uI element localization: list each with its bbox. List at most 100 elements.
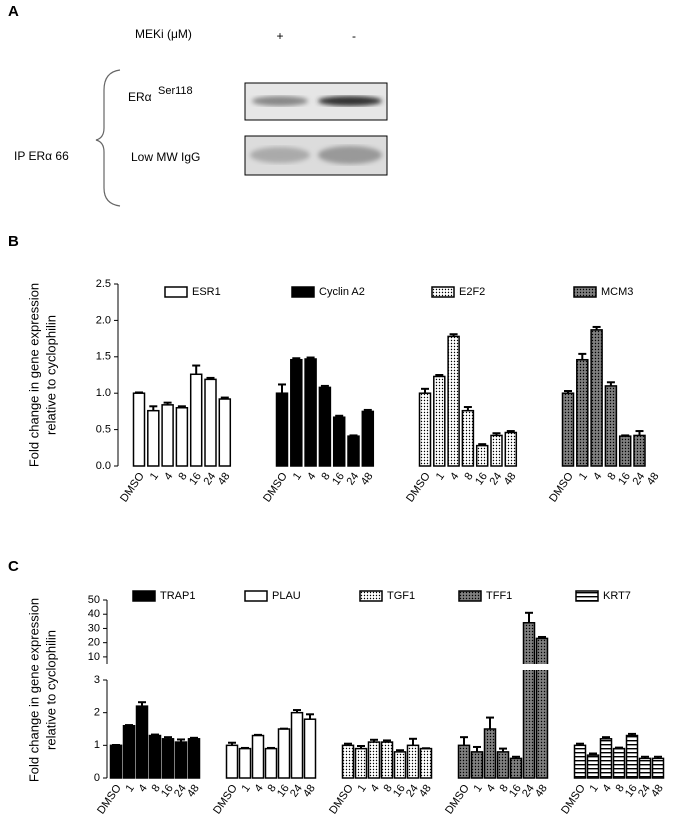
legend-swatch — [291, 286, 315, 298]
x-tick-label: 4 — [305, 471, 318, 483]
x-tick-label: DMSO — [547, 470, 576, 504]
bar — [612, 747, 626, 779]
x-tick-label: 48 — [502, 471, 519, 488]
bar — [380, 741, 394, 779]
blot — [244, 82, 388, 121]
x-tick-label: DMSO — [404, 470, 433, 504]
bar — [433, 375, 446, 467]
bar — [406, 744, 420, 779]
x-tick-label: 1 — [239, 783, 252, 795]
bar — [187, 738, 201, 779]
x-tick-label: 8 — [319, 471, 332, 483]
bar — [586, 754, 600, 779]
y-tick-label: 2.5 — [96, 278, 111, 290]
x-tick-label: DMSO — [95, 782, 124, 816]
bar — [447, 335, 460, 467]
bar — [509, 757, 523, 779]
x-tick-label: 48 — [417, 783, 434, 800]
bar — [461, 409, 475, 467]
x-tick-label: 48 — [649, 783, 666, 800]
bar — [354, 747, 368, 779]
legend-label: TGF1 — [387, 590, 415, 602]
x-tick-label: 24 — [201, 471, 218, 488]
axis-break — [521, 664, 537, 670]
x-tick-label: 24 — [344, 471, 361, 488]
legend-swatch — [431, 286, 455, 298]
x-tick-label: 8 — [381, 783, 394, 795]
y-tick-label: 1.0 — [96, 387, 111, 399]
x-tick-label: 8 — [613, 783, 626, 795]
bar — [189, 373, 203, 467]
x-tick-label: 1 — [587, 783, 600, 795]
x-tick-label: 8 — [497, 783, 510, 795]
x-tick-label: 1 — [355, 783, 368, 795]
panel-label: B — [8, 233, 19, 250]
bar — [218, 398, 232, 467]
legend-swatch — [164, 286, 188, 298]
bar — [651, 757, 665, 779]
bar — [204, 378, 217, 467]
x-tick-label: 16 — [507, 783, 524, 800]
y-tick-label: 50 — [88, 594, 100, 606]
bar — [132, 392, 146, 467]
y-tick-label: 40 — [88, 608, 100, 620]
x-tick-label: DMSO — [211, 782, 240, 816]
y-tick-label: 0.0 — [96, 460, 111, 472]
x-tick-label: 1 — [123, 783, 136, 795]
x-tick-label: 16 — [187, 471, 204, 488]
x-tick-label: 8 — [462, 471, 475, 483]
legend-label: Cyclin A2 — [319, 286, 365, 298]
legend-swatch — [359, 590, 383, 602]
x-tick-label: 1 — [434, 471, 447, 483]
x-tick-label: 4 — [252, 783, 265, 795]
legend-swatch — [573, 286, 597, 298]
axis-break — [534, 664, 550, 670]
condition-label: + — [276, 29, 283, 43]
x-tick-label: 24 — [630, 471, 647, 488]
bar — [483, 728, 497, 779]
bar — [122, 724, 136, 779]
bar — [419, 747, 433, 779]
x-tick-label: 4 — [448, 471, 461, 483]
bar — [367, 741, 381, 779]
legend-label: PLAU — [272, 590, 301, 602]
bar — [522, 622, 536, 779]
bar — [332, 416, 346, 467]
x-tick-label: 48 — [533, 783, 550, 800]
y-tick-label: 1 — [94, 739, 100, 751]
legend-swatch — [244, 590, 268, 602]
bar — [303, 718, 317, 779]
bar — [633, 434, 646, 467]
y-axis-title: Fold change in gene expression — [26, 598, 41, 782]
bar — [238, 747, 252, 779]
y-tick-label: 1.5 — [96, 351, 111, 363]
x-tick-label: 24 — [172, 783, 189, 800]
bar — [475, 444, 489, 467]
legend-label: KRT7 — [603, 590, 631, 602]
y-tick-label: 10 — [88, 651, 100, 663]
bar — [604, 385, 618, 467]
legend-swatch — [132, 590, 156, 602]
x-tick-label: 24 — [288, 783, 305, 800]
x-tick-label: 16 — [623, 783, 640, 800]
y-tick-label: 20 — [88, 637, 100, 649]
bar — [318, 386, 332, 467]
x-tick-label: 16 — [473, 471, 490, 488]
y-tick-label: 3 — [94, 674, 100, 686]
bar — [618, 435, 632, 467]
x-tick-label: 24 — [404, 783, 421, 800]
bar — [225, 744, 239, 779]
x-tick-label: DMSO — [443, 782, 472, 816]
x-tick-label: 48 — [216, 471, 233, 488]
bar — [561, 392, 575, 467]
blot — [244, 135, 388, 176]
bar — [504, 431, 518, 467]
treatment-label: MEKi (μM) — [135, 27, 192, 41]
panel-label: C — [8, 558, 19, 575]
x-tick-label: 1 — [577, 471, 590, 483]
bar — [361, 410, 375, 467]
ip-label: IP ERα 66 — [14, 149, 69, 163]
legend-label: ESR1 — [192, 286, 221, 298]
legend-label: TRAP1 — [160, 590, 195, 602]
x-tick-label: DMSO — [327, 782, 356, 816]
